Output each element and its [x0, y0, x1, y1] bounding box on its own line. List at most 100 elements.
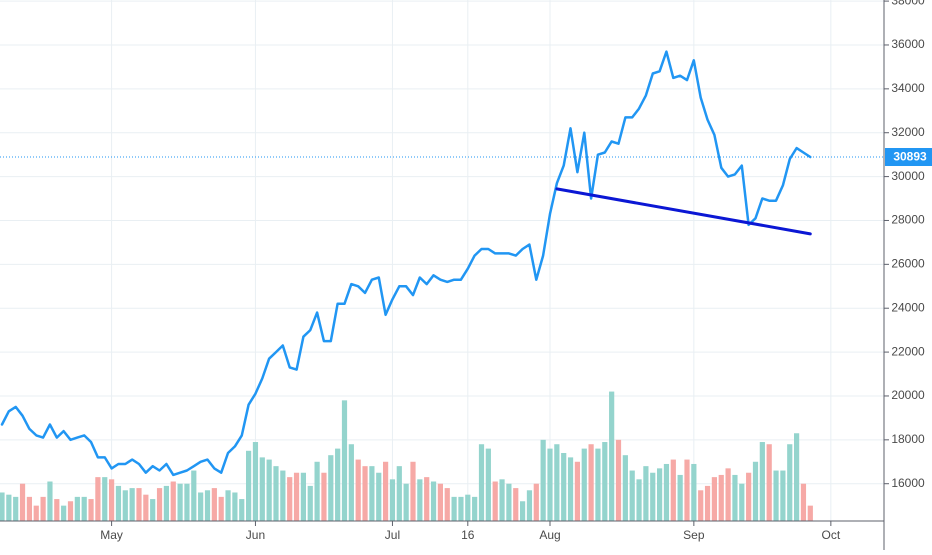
trendline [555, 187, 812, 236]
volume-bar [800, 483, 807, 521]
volume-bar [752, 461, 759, 521]
volume-bar [574, 461, 580, 521]
volume-bar [794, 433, 800, 521]
volume-bar [259, 457, 265, 521]
volume-bar [773, 470, 779, 521]
volume-bar [691, 463, 697, 521]
volume-bar [520, 501, 526, 521]
volume-bar [184, 483, 190, 521]
volume-bar [561, 452, 567, 521]
volume-bar [485, 448, 491, 521]
volume-bar [307, 485, 313, 521]
volume-bar [88, 499, 94, 521]
volume-bar [362, 466, 368, 521]
volume-bar [232, 492, 238, 521]
last-price-label: 30893 [893, 150, 927, 164]
volume-bar [540, 439, 546, 521]
volume-bar [328, 455, 334, 521]
volume-bar [74, 496, 80, 521]
volume-bar [554, 444, 560, 521]
volume-bar [383, 461, 389, 521]
volume-bar [663, 463, 670, 521]
volume-bar [136, 488, 142, 521]
volume-bar [239, 499, 245, 521]
volume-bar [369, 466, 375, 521]
y-tick-label: 24000 [891, 300, 925, 314]
x-tick-label: 16 [461, 528, 475, 542]
volume-bar [314, 461, 320, 521]
volume-bar [191, 470, 197, 521]
volume-bar [636, 479, 642, 521]
volume-bar [389, 479, 396, 521]
volume-bar [602, 442, 608, 521]
volume-bar [650, 472, 656, 521]
volume-bar [746, 472, 752, 521]
volume-bar [458, 496, 464, 521]
volume-bar [19, 483, 26, 521]
volume-bar [629, 470, 635, 521]
volume-bar [129, 488, 135, 521]
volume-bar [321, 472, 327, 521]
volume-bar [273, 466, 279, 521]
volume-bar [33, 505, 39, 521]
volume-bar [376, 472, 382, 521]
volume-bar [506, 483, 512, 521]
y-tick-label: 18000 [891, 432, 925, 446]
volume-bar [698, 490, 704, 521]
volume-bar [533, 483, 539, 521]
volume-bar [444, 488, 450, 521]
price-line [0, 50, 812, 477]
y-tick-label: 16000 [891, 476, 925, 490]
volume-bar [156, 488, 163, 521]
volume-bars [0, 391, 813, 521]
volume-bar [403, 483, 409, 521]
y-tick-label: 36000 [891, 37, 925, 51]
volume-bar [424, 477, 430, 521]
y-tick-label: 20000 [891, 388, 925, 402]
volume-bar [609, 391, 615, 521]
volume-bar [711, 477, 717, 521]
volume-bar [225, 490, 231, 521]
volume-bar [287, 477, 293, 521]
volume-bar [102, 477, 108, 521]
y-tick-label: 22000 [891, 344, 925, 358]
volume-bar [499, 479, 505, 521]
volume-bar [718, 474, 724, 521]
volume-bar [300, 472, 306, 521]
volume-bar [492, 481, 498, 521]
y-tick-label: 38000 [891, 0, 925, 7]
x-tick-label: Sep [683, 528, 705, 542]
volume-bar [526, 490, 533, 521]
volume-bar [684, 459, 690, 521]
y-tick-label: 28000 [891, 213, 925, 227]
volume-bar [6, 494, 12, 521]
volume-bar [595, 448, 601, 521]
volume-bar [293, 472, 300, 521]
volume-bar [732, 474, 738, 521]
volume-bar [615, 439, 622, 521]
volume-bar [759, 442, 765, 521]
volume-bar [211, 488, 217, 521]
x-tick-label: Jul [385, 528, 400, 542]
volume-bar [567, 457, 574, 521]
volume-bar [725, 468, 731, 521]
x-tick-label: May [100, 528, 123, 542]
x-tick-label: Jun [246, 528, 265, 542]
volume-bar [81, 496, 87, 521]
volume-bar [478, 444, 485, 521]
volume-bar [355, 459, 361, 521]
volume-bar [122, 490, 128, 521]
volume-bar [67, 501, 74, 521]
volume-bar [246, 450, 252, 521]
volume-bar [177, 483, 183, 521]
volume-bar [95, 477, 101, 521]
volume-bar [588, 444, 594, 521]
y-tick-label: 26000 [891, 257, 925, 271]
volume-bar [26, 496, 32, 521]
volume-bar [218, 496, 224, 521]
volume-bar [677, 474, 683, 521]
volume-bar [47, 481, 53, 521]
grid [0, 0, 884, 521]
